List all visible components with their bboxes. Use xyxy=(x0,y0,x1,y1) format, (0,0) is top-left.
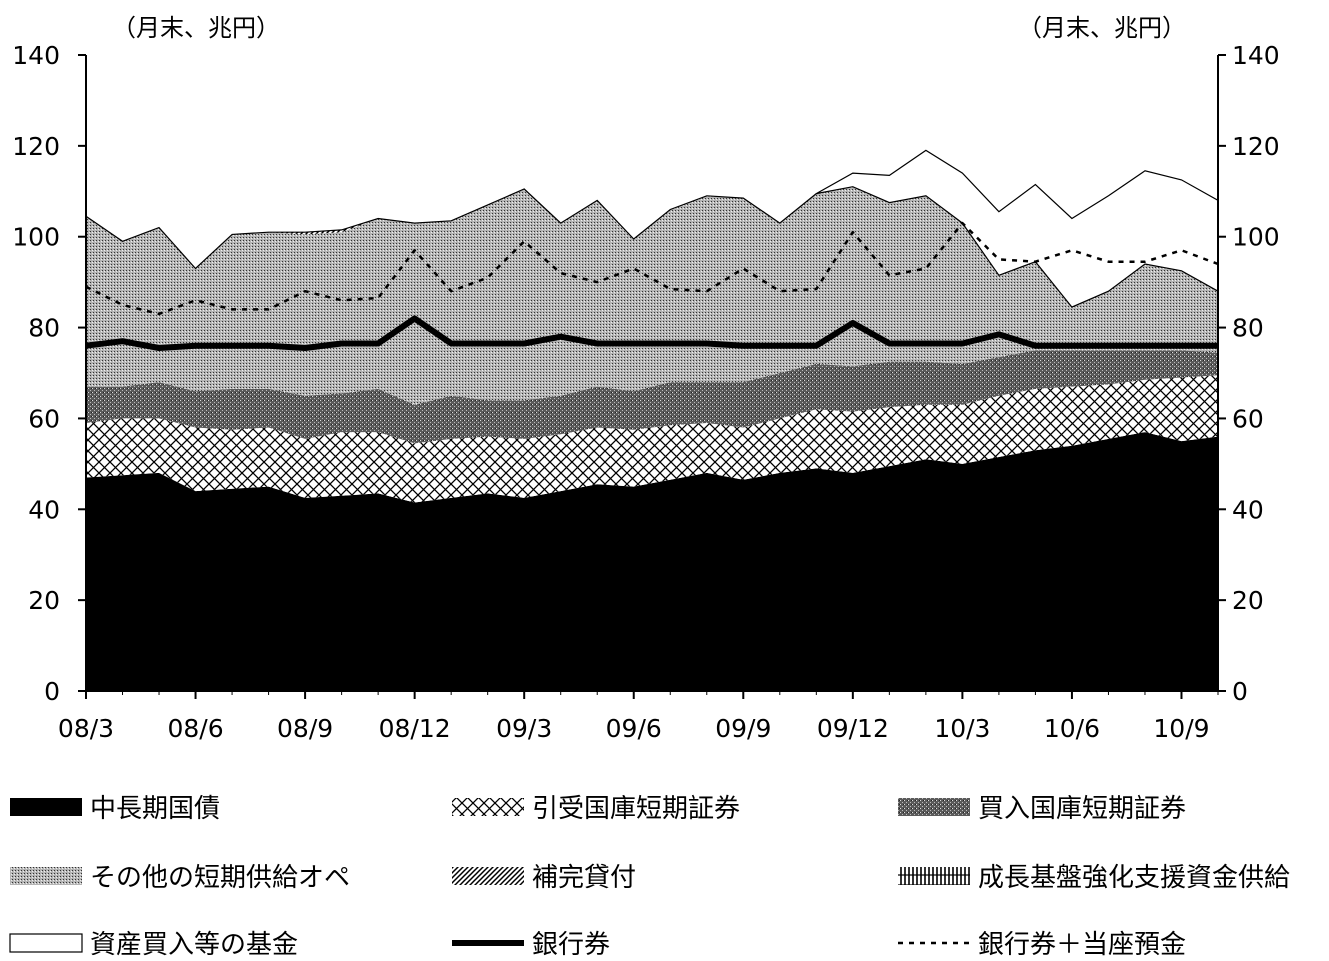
area-series-2 xyxy=(86,350,1218,444)
y-tick-label-right: 0 xyxy=(1232,677,1248,706)
y-tick-label-left: 100 xyxy=(12,223,60,252)
line-series-1 xyxy=(85,221,1219,316)
x-tick-label: 10/3 xyxy=(934,714,990,743)
legend-item: その他の短期供給オペ xyxy=(10,863,350,893)
legend-label: 買入国庫短期証券 xyxy=(978,794,1186,824)
x-tick-label: 08/9 xyxy=(277,714,333,743)
legend-swatch xyxy=(452,798,524,816)
y-tick-label-right: 120 xyxy=(1232,132,1280,161)
axes xyxy=(85,55,1219,692)
legend-item: 引受国庫短期証券 xyxy=(452,794,740,824)
legend-label: 引受国庫短期証券 xyxy=(532,794,740,824)
legend-item: 資産買入等の基金 xyxy=(9,930,298,960)
x-tick-label: 08/3 xyxy=(58,714,114,743)
x-tick-label: 09/6 xyxy=(606,714,662,743)
y-tick-label-left: 60 xyxy=(28,404,60,433)
y-tick-label-right: 60 xyxy=(1232,404,1264,433)
tick-labels: 0 0 20 20 40 40 60 60 80 80 100 100 120 120 140 140 08/3… xyxy=(12,41,1279,743)
legend-label: その他の短期供給オペ xyxy=(90,863,350,893)
y-tick-label-left: 0 xyxy=(44,677,60,706)
y-tick-label-left: 80 xyxy=(28,314,60,343)
x-tick-label: 09/9 xyxy=(715,714,771,743)
x-tick-label: 08/12 xyxy=(379,714,451,743)
x-tick-label: 10/9 xyxy=(1153,714,1209,743)
stacked-areas xyxy=(85,149,1219,691)
legend-label: 銀行券 xyxy=(532,930,610,957)
x-tick-label: 08/6 xyxy=(167,714,223,743)
legend-item: 銀行券 xyxy=(452,930,610,960)
x-tick-label: 10/6 xyxy=(1044,714,1100,743)
legend-label: 資産買入等の基金 xyxy=(90,930,298,957)
y-tick-label-right: 20 xyxy=(1232,586,1264,615)
area-series-3 xyxy=(86,186,1218,405)
legend-label: 成長基盤強化支援資金供給 xyxy=(978,863,1290,893)
y-tick-label-left: 140 xyxy=(12,41,60,70)
legend-item: 中長期国債 xyxy=(10,794,220,824)
y-tick-label-left: 20 xyxy=(28,586,60,615)
legend-swatch xyxy=(452,867,524,885)
legend-item: 成長基盤強化支援資金供給 xyxy=(898,863,1290,893)
unit-label-right: （月末、兆円） xyxy=(1018,14,1186,42)
legend-swatch xyxy=(898,798,970,816)
unit-label-left: （月末、兆円） xyxy=(112,14,280,42)
legend-swatch xyxy=(898,867,970,885)
legend-swatch xyxy=(9,933,83,953)
area-series-0 xyxy=(86,432,1218,691)
y-tick-label-left: 120 xyxy=(12,132,60,161)
y-tick-label-right: 100 xyxy=(1232,223,1280,252)
overlay-lines xyxy=(85,221,1219,351)
y-tick-label-right: 140 xyxy=(1232,41,1280,70)
legend-item: 買入国庫短期証券 xyxy=(898,794,1186,824)
x-tick-label: 09/12 xyxy=(817,714,889,743)
legend-swatch xyxy=(10,798,82,816)
legend-item: 銀行券＋当座預金 xyxy=(898,930,1186,960)
y-tick-label-right: 80 xyxy=(1232,314,1264,343)
tick-marks xyxy=(78,54,1226,699)
legend-label: 補完貸付 xyxy=(532,863,636,893)
legend-label: 中長期国債 xyxy=(90,794,220,824)
y-tick-label-left: 40 xyxy=(28,495,60,524)
x-tick-label: 09/3 xyxy=(496,714,552,743)
legend-swatch xyxy=(10,867,82,885)
area-series-1 xyxy=(86,375,1218,503)
legend-item: 補完貸付 xyxy=(452,863,636,893)
legend-label: 銀行券＋当座預金 xyxy=(978,930,1186,957)
line-series-0 xyxy=(85,315,1218,351)
y-tick-label-right: 40 xyxy=(1232,495,1264,524)
